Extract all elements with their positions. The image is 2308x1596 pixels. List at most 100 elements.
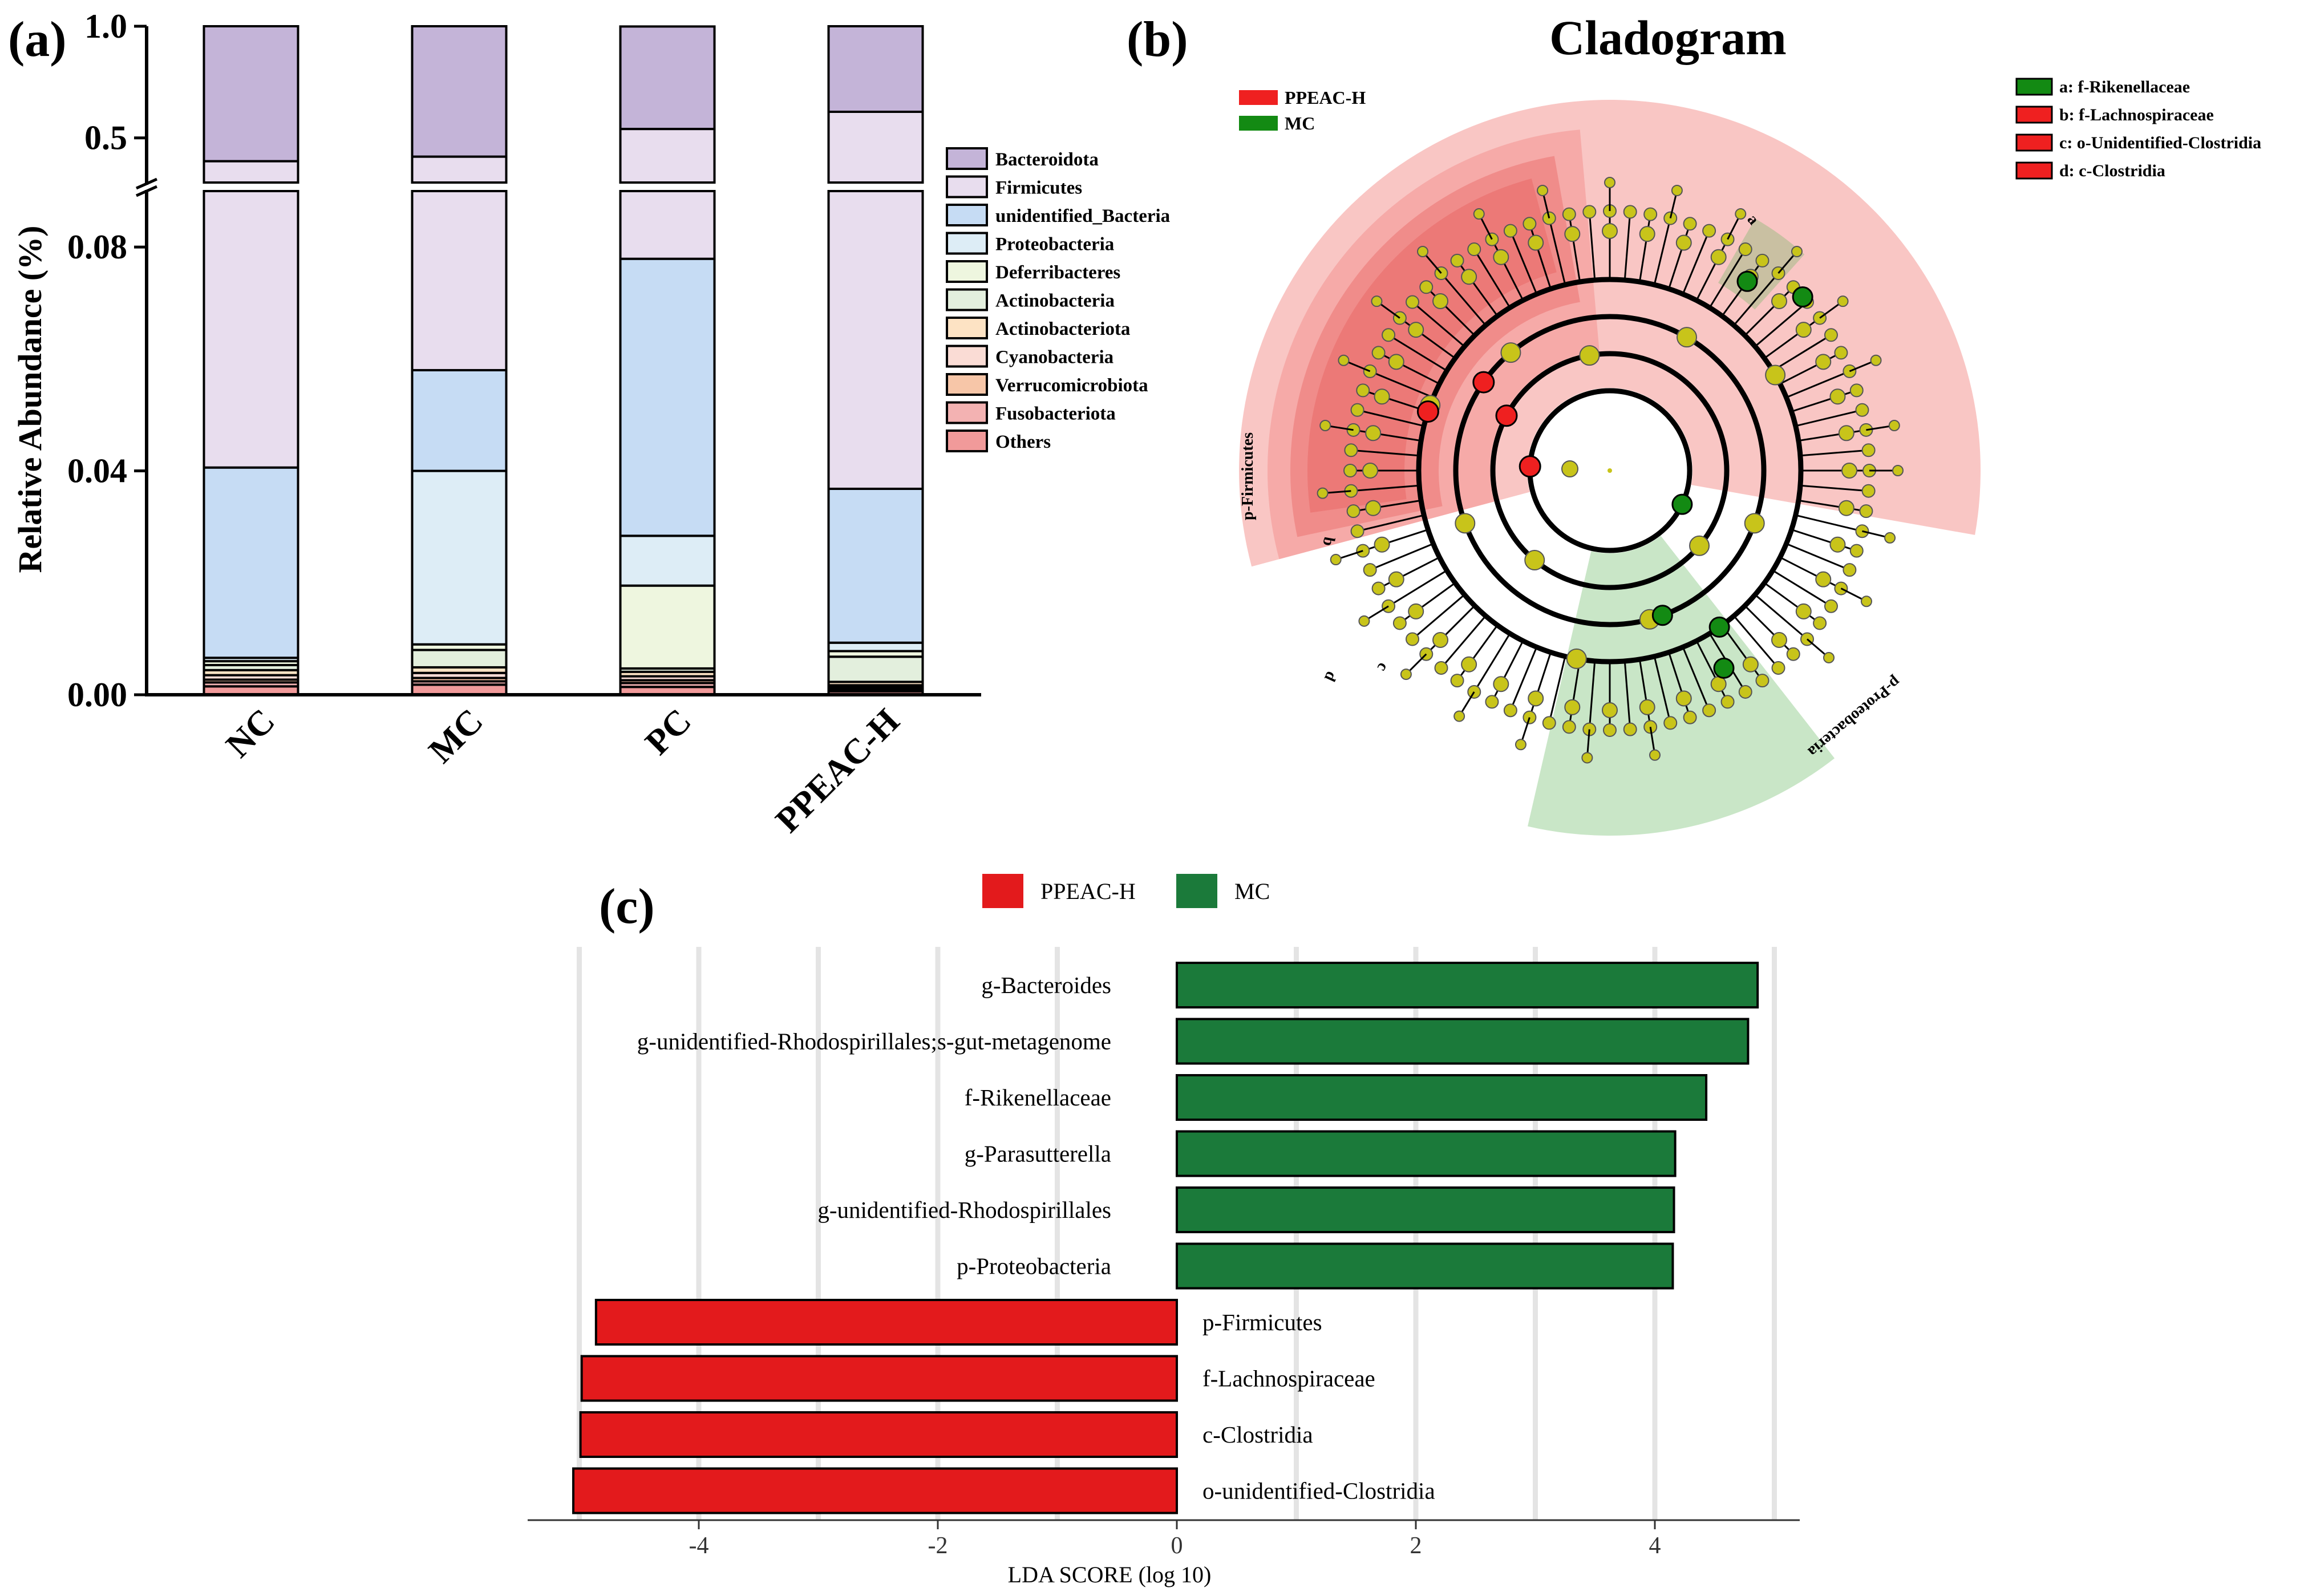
legend-label-unidentified-bacteria: unidentified_Bacteria bbox=[995, 206, 1170, 226]
leaf-node bbox=[1467, 242, 1481, 257]
legend-label-actinobacteria: Actinobacteria bbox=[995, 291, 1115, 311]
leaf-node bbox=[1683, 710, 1697, 724]
leaf-node bbox=[1356, 383, 1370, 398]
panel-c-lda-chart: g-Bacteroides g-unidentified-Rhodospirill… bbox=[528, 874, 1800, 1587]
genus-node bbox=[1528, 234, 1544, 251]
branch bbox=[1800, 449, 1869, 457]
leaf-node bbox=[1419, 280, 1434, 294]
leaf-node bbox=[1861, 443, 1876, 457]
genus-node bbox=[1528, 690, 1544, 707]
genus-node bbox=[1374, 388, 1390, 405]
y-tick-label: 0.5 bbox=[84, 119, 127, 157]
genus-node bbox=[1795, 603, 1812, 619]
lda-label-o-unidentified-clostridia: o-unidentified-Clostridia bbox=[1202, 1478, 1435, 1504]
leaf-node bbox=[1562, 720, 1576, 734]
leaf-node bbox=[1581, 752, 1593, 764]
genus-node bbox=[1362, 463, 1378, 479]
lda-bar-c-clostridia bbox=[579, 1411, 1178, 1458]
branch bbox=[1353, 499, 1422, 512]
bar-segment-upper-firmicutes-mc bbox=[411, 155, 508, 184]
leaf-node bbox=[1861, 484, 1876, 498]
leaf-node bbox=[1582, 205, 1597, 219]
bar-segment-unidentified-bacteria-nc bbox=[203, 466, 299, 659]
x-tick-label: -4 bbox=[689, 1533, 709, 1559]
genus-node bbox=[1771, 631, 1787, 648]
leaf-node bbox=[1855, 403, 1869, 417]
branch bbox=[1779, 556, 1842, 589]
bar-segment-unidentified-bacteria-ppeac-h bbox=[827, 487, 924, 644]
branch bbox=[1653, 656, 1671, 723]
panel-c-label: (c) bbox=[599, 879, 655, 934]
genus-node bbox=[1639, 699, 1655, 715]
legend-swatch-taxon-a bbox=[2015, 78, 2053, 96]
branch bbox=[1779, 352, 1842, 385]
branch bbox=[1426, 605, 1476, 655]
genus-node bbox=[1710, 249, 1727, 265]
branch bbox=[1733, 273, 1779, 326]
x-tick-label: 2 bbox=[1410, 1533, 1422, 1559]
branch bbox=[1456, 260, 1499, 317]
genus-node bbox=[1461, 269, 1477, 285]
leaf-node bbox=[1434, 661, 1448, 675]
branch bbox=[1764, 582, 1820, 624]
leaf-node bbox=[1473, 208, 1485, 220]
leaf-node bbox=[1735, 208, 1747, 220]
internal-node bbox=[1765, 364, 1786, 386]
legend-swatch-verrucomicrobiota bbox=[946, 373, 988, 396]
leaf-node bbox=[1649, 749, 1661, 761]
x-axis-title: LDA SCORE (log 10) bbox=[1008, 1562, 1212, 1587]
bar-segment-unidentified-bacteria-mc bbox=[411, 368, 508, 472]
legend-swatch-firmicutes bbox=[946, 175, 988, 199]
genus-node bbox=[1742, 656, 1759, 673]
genus-node bbox=[1374, 536, 1390, 553]
branch bbox=[1785, 542, 1850, 571]
leaf-node bbox=[1562, 207, 1576, 221]
bar-segment-firmicutes-nc bbox=[203, 190, 299, 469]
legend-label-bacteroidota: Bacteroidota bbox=[995, 149, 1099, 170]
bar-segment-proteobacteria-ppeac-h bbox=[827, 641, 924, 653]
genus-node bbox=[1461, 656, 1477, 673]
genus-node bbox=[1408, 322, 1424, 338]
branch bbox=[1353, 429, 1422, 442]
branch bbox=[1456, 625, 1499, 681]
branch bbox=[1588, 661, 1596, 730]
legend-label-others: Others bbox=[995, 432, 1051, 452]
lda-label-g-unidentified-rhodospirillales: g-unidentified-Rhodospirillales bbox=[817, 1197, 1111, 1223]
genus-node bbox=[1602, 223, 1618, 239]
internal-node bbox=[1455, 513, 1476, 534]
branch bbox=[1682, 646, 1710, 711]
branch bbox=[1588, 212, 1596, 281]
y-tick-label: 0.04 bbox=[67, 452, 127, 490]
branch bbox=[1795, 409, 1862, 427]
leaf-node bbox=[1350, 403, 1364, 417]
leaf-node bbox=[1485, 695, 1499, 709]
highlight-node-mc bbox=[1713, 657, 1735, 679]
leaf-node bbox=[1859, 504, 1873, 519]
genus-node bbox=[1564, 699, 1581, 715]
root-node bbox=[1607, 468, 1612, 473]
leaf-node bbox=[1453, 710, 1465, 722]
leaf-node bbox=[1371, 295, 1383, 307]
x-tick-label: -2 bbox=[928, 1533, 948, 1559]
leaf-node bbox=[1755, 674, 1770, 688]
leaf-node bbox=[1542, 716, 1556, 730]
genus-node bbox=[1388, 571, 1404, 588]
clade-shade-p-proteobacteria bbox=[1528, 536, 1835, 836]
leaf-node bbox=[1382, 328, 1396, 342]
branch bbox=[1721, 625, 1763, 681]
branch bbox=[1744, 605, 1794, 655]
genus-node bbox=[1829, 536, 1846, 553]
leaf-node bbox=[1623, 205, 1637, 219]
leaf-node bbox=[1371, 346, 1386, 360]
leaf-node bbox=[1350, 524, 1364, 538]
leaf-node bbox=[1515, 739, 1526, 751]
legend-swatch-taxon-c bbox=[2015, 133, 2053, 152]
branch bbox=[1351, 449, 1420, 457]
leaf-node bbox=[1338, 354, 1350, 366]
leaf-node bbox=[1849, 544, 1864, 558]
branch bbox=[1772, 334, 1832, 372]
leaf-node bbox=[1892, 465, 1904, 476]
branch bbox=[1528, 223, 1552, 289]
lda-label-g-unidentified-rhodospirillales-s-gut-metagenome: g-unidentified-Rhodospirillales;s-gut-me… bbox=[637, 1028, 1111, 1055]
leaf-node bbox=[1738, 684, 1752, 699]
